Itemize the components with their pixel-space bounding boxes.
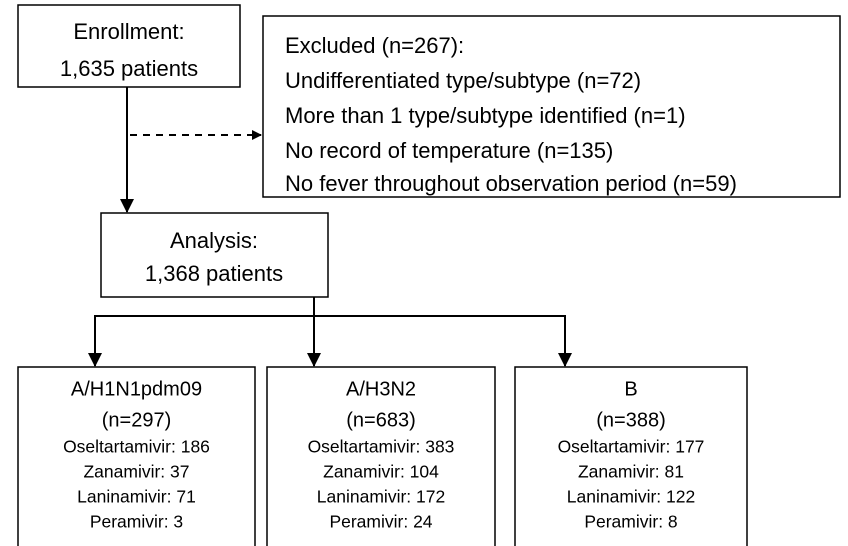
drug-count: Zanamivir: 81 <box>578 462 684 482</box>
group-name: B <box>624 378 637 400</box>
excluded-reason: More than 1 type/subtype identified (n=1… <box>285 103 686 128</box>
drug-count: Peramivir: 24 <box>329 512 432 532</box>
group-count: (n=683) <box>346 409 416 431</box>
drug-count: Laninamivir: 71 <box>77 487 196 507</box>
drug-count: Peramivir: 3 <box>90 512 183 532</box>
group-box <box>266 366 496 546</box>
excluded-box <box>262 15 841 198</box>
drug-count: Zanamivir: 104 <box>323 462 439 482</box>
group-count: (n=388) <box>596 409 666 431</box>
group-box <box>17 366 256 546</box>
excluded-reason: No fever throughout observation period (… <box>285 171 737 196</box>
drug-count: Peramivir: 8 <box>584 512 677 532</box>
group-name: A/H1N1pdm09 <box>71 378 202 400</box>
analysis-box <box>100 212 329 298</box>
excluded-title: Excluded (n=267): <box>285 33 464 58</box>
drug-count: Laninamivir: 122 <box>567 487 695 507</box>
excluded-reason: No record of temperature (n=135) <box>285 138 613 163</box>
enrollment-box <box>17 4 241 88</box>
drug-count: Oseltartamivir: 383 <box>308 437 455 457</box>
drug-count: Oseltartamivir: 186 <box>63 437 210 457</box>
group-box <box>514 366 748 546</box>
enrollment-count: 1,635 patients <box>60 56 198 81</box>
analysis-label: Analysis: <box>170 228 258 253</box>
group-name: A/H3N2 <box>346 378 416 400</box>
group-count: (n=297) <box>102 409 172 431</box>
enrollment-label: Enrollment: <box>73 19 184 44</box>
drug-count: Zanamivir: 37 <box>83 462 189 482</box>
drug-count: Laninamivir: 172 <box>317 487 445 507</box>
drug-count: Oseltartamivir: 177 <box>558 437 705 457</box>
analysis-count: 1,368 patients <box>145 261 283 286</box>
excluded-reason: Undifferentiated type/subtype (n=72) <box>285 68 641 93</box>
